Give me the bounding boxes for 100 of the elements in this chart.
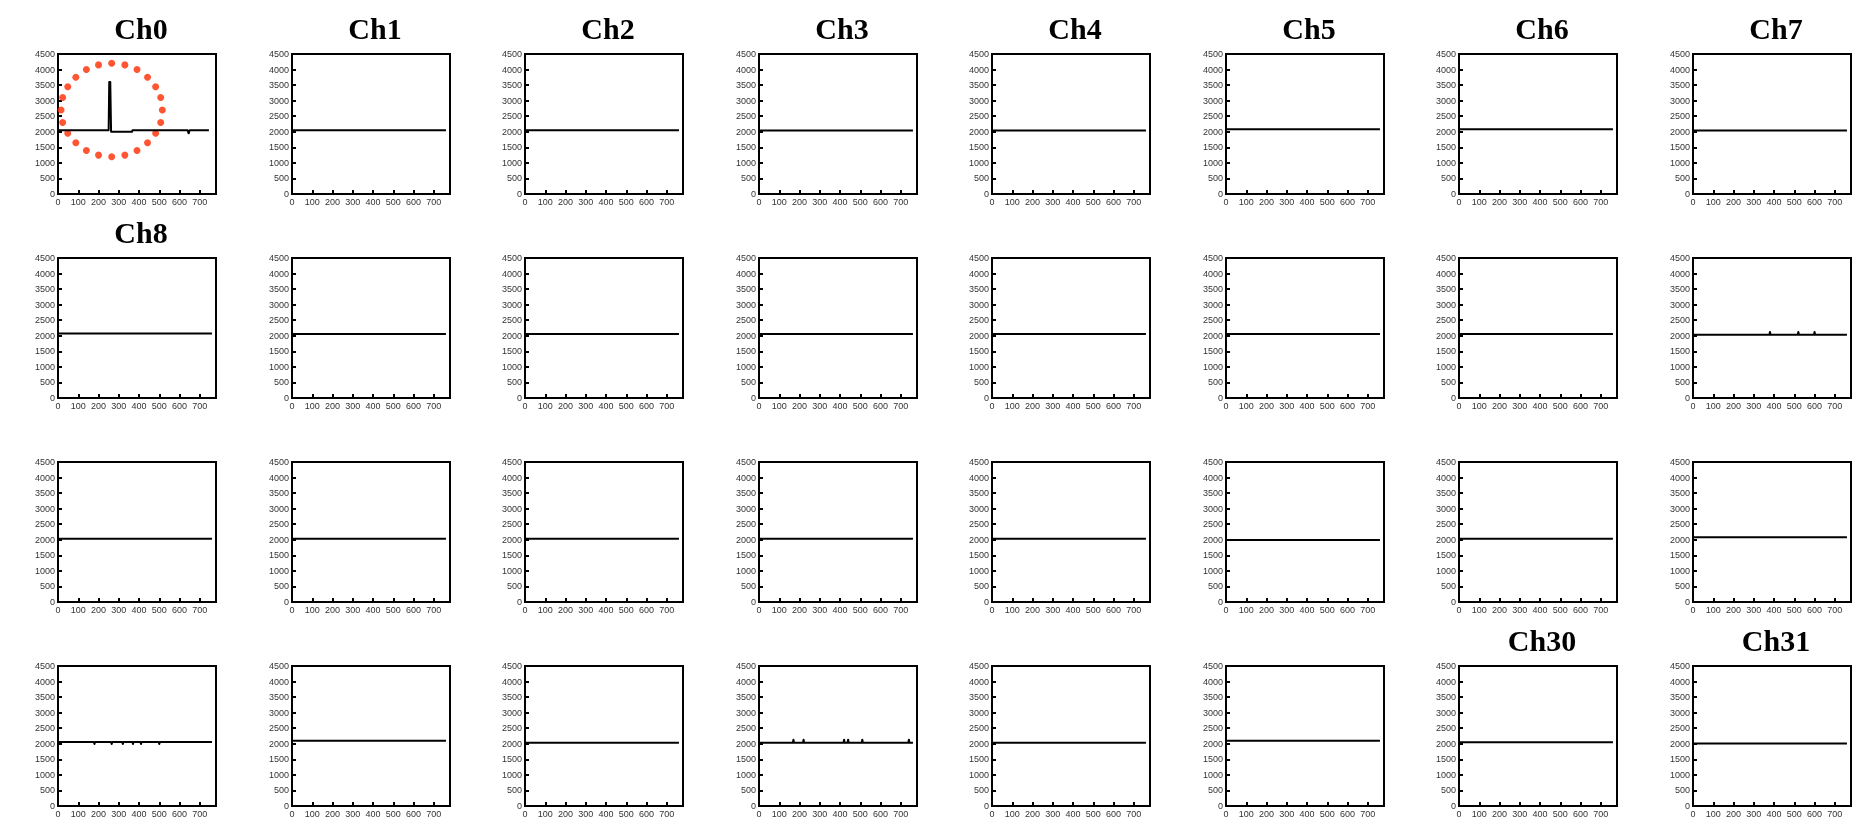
y-tick-label: 1500 [1669,754,1690,765]
x-tick-label: 200 [791,604,807,615]
y-tick-label: 2000 [1202,330,1223,341]
y-tick-label: 0 [1450,189,1456,199]
y-tick-label: 3000 [1669,95,1690,106]
y-tick-label: 4000 [1202,268,1223,279]
x-tick-label: 500 [1319,604,1335,615]
x-tick-label: 200 [558,604,574,615]
y-tick-label: 0 [1450,801,1456,811]
x-tick-label: 200 [1258,604,1274,615]
chart-title: Ch7 [1748,11,1803,45]
x-tick-label: 100 [1238,196,1254,207]
y-tick-label: 4500 [1202,253,1223,263]
x-tick-label: 400 [832,604,848,615]
y-tick-label: 500 [1207,173,1223,184]
y-tick-label: 4000 [735,64,756,75]
x-tick-label: 400 [1065,196,1081,207]
x-tick-label: 500 [1085,604,1101,615]
chart-title: Ch6 [1515,11,1569,45]
x-tick-label: 300 [111,400,127,411]
x-tick-label: 100 [304,196,320,207]
y-tick-label: 4000 [1435,64,1456,75]
x-tick-label: 400 [1766,400,1782,411]
y-tick-label: 2500 [34,111,55,122]
x-tick-label: 100 [771,808,787,819]
y-tick-label: 3000 [1435,299,1456,310]
x-tick-label: 600 [405,604,421,615]
y-tick-label: 500 [506,581,522,592]
y-tick-label: 4000 [735,268,756,279]
x-tick-label: 300 [111,808,127,819]
y-tick-label: 2500 [1669,315,1690,326]
y-tick-label: 3500 [1435,80,1456,91]
y-tick-label: 0 [1684,597,1690,607]
x-tick-label: 700 [1126,400,1142,411]
y-tick-label: 1500 [268,346,289,357]
y-tick-label: 1000 [1202,157,1223,168]
y-tick-label: 2000 [968,738,989,749]
point [108,153,116,161]
y-tick-label: 4500 [34,457,55,467]
x-tick-label: 500 [618,196,634,207]
y-tick-label: 3500 [735,692,756,703]
y-tick-label: 1000 [1202,565,1223,576]
x-tick-label: 700 [425,196,441,207]
y-tick-label: 0 [1684,393,1690,403]
y-tick-label: 4000 [1435,472,1456,483]
x-tick-label: 500 [151,604,167,615]
x-tick-label: 200 [1725,604,1741,615]
y-tick-label: 500 [740,173,756,184]
y-tick-label: 1000 [968,769,989,780]
y-tick-label: 0 [1217,189,1223,199]
x-tick-label: 600 [639,808,655,819]
y-tick-label: 1000 [735,769,756,780]
x-tick-label: 700 [425,400,441,411]
y-tick-label: 3000 [1669,707,1690,718]
x-tick-label: 500 [1786,400,1802,411]
x-tick-label: 100 [1705,808,1721,819]
y-tick-label: 3500 [1202,488,1223,499]
y-tick-label: 2500 [268,519,289,530]
x-tick-label: 200 [1492,808,1508,819]
y-tick-label: 4000 [501,64,522,75]
y-tick-label: 3500 [1669,284,1690,295]
x-tick-label: 700 [1593,604,1609,615]
y-tick-label: 500 [1674,581,1690,592]
y-tick-label: 1500 [501,142,522,153]
y-tick-label: 2000 [268,330,289,341]
y-tick-label: 4500 [1435,457,1456,467]
y-tick-label: 3500 [501,284,522,295]
x-tick-label: 100 [70,604,86,615]
x-tick-label: 700 [892,196,908,207]
y-tick-label: 3000 [968,299,989,310]
y-tick-label: 3000 [968,95,989,106]
x-tick-label: 100 [1004,400,1020,411]
y-tick-label: 1000 [1669,769,1690,780]
x-tick-label: 400 [1532,196,1548,207]
x-tick-label: 200 [1025,604,1041,615]
x-tick-label: 300 [1745,196,1761,207]
x-tick-label: 500 [852,196,868,207]
x-tick-label: 600 [872,604,888,615]
x-tick-label: 400 [1299,808,1315,819]
y-tick-label: 3000 [501,299,522,310]
y-tick-label: 4500 [268,457,289,467]
point [144,73,152,81]
y-tick-label: 500 [273,173,289,184]
x-tick-label: 300 [344,604,360,615]
y-tick-label: 2500 [968,723,989,734]
y-tick-label: 4000 [501,676,522,687]
x-tick-label: 600 [405,400,421,411]
y-tick-label: 3500 [1435,488,1456,499]
y-tick-label: 500 [973,377,989,388]
y-tick-label: 500 [1674,785,1690,796]
y-tick-label: 4500 [1202,49,1223,59]
x-tick-label: 300 [1045,196,1061,207]
x-tick-label: 200 [1725,808,1741,819]
x-tick-label: 400 [1299,400,1315,411]
x-tick-label: 400 [598,808,614,819]
y-tick-label: 4500 [968,457,989,467]
x-tick-label: 100 [1238,808,1254,819]
x-tick-label: 400 [365,400,381,411]
x-tick-label: 400 [1532,808,1548,819]
y-tick-label: 1000 [1435,565,1456,576]
